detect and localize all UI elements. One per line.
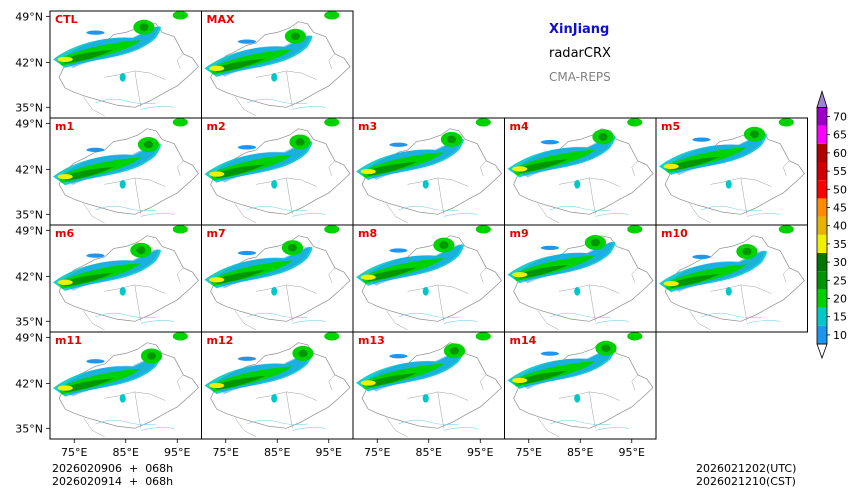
lon-tick-label: 85°E — [416, 446, 442, 459]
lat-tick-label: 42°N — [15, 270, 43, 283]
panel-label: m13 — [358, 334, 385, 347]
colorbar-level-label: 40 — [833, 220, 847, 233]
lon-tick-label: 95°E — [316, 446, 342, 459]
colorbar-level-label: 15 — [833, 311, 847, 324]
lon-tick-label: 75°E — [364, 446, 390, 459]
colorbar-swatch — [817, 253, 827, 272]
panel-label: m1 — [55, 120, 74, 133]
colorbar-level-label: 35 — [833, 238, 847, 251]
variable-label: radarCRX — [549, 46, 611, 61]
valid-cst-line: 2026021210(CST) — [696, 475, 796, 488]
lat-tick-label: 35°N — [15, 101, 43, 114]
map-panel: m10 — [656, 225, 808, 332]
colorbar: 10 15 20 25 30 35 40 45 50 55 60 65 70 — [816, 90, 847, 360]
map-panel: CTL — [50, 11, 202, 118]
colorbar-level-label: 50 — [833, 183, 847, 196]
colorbar-swatch — [817, 307, 827, 326]
colorbar-level-label: 55 — [833, 165, 847, 178]
colorbar-under-arrow — [816, 343, 828, 360]
lon-tick-label: 85°E — [567, 446, 593, 459]
panel-label: MAX — [207, 13, 235, 26]
colorbar-level-label: 20 — [833, 293, 847, 306]
lat-tick-label: 35°N — [15, 422, 43, 435]
init-time-block: 2026020906 + 068h 2026020914 + 068h — [52, 462, 173, 488]
valid-time-block: 2026021202(UTC) 2026021210(CST) — [696, 462, 796, 488]
panel-label: m11 — [55, 334, 82, 347]
panel-label: m14 — [510, 334, 537, 347]
panel-label: CTL — [55, 13, 78, 26]
map-panel: m6 — [50, 225, 202, 332]
lon-tick-label: 75°E — [61, 446, 87, 459]
colorbar-over-arrow — [816, 90, 828, 108]
panel-label: m7 — [207, 227, 226, 240]
colorbar-swatch — [817, 234, 827, 253]
colorbar-level-label: 10 — [833, 329, 847, 342]
lon-tick-label: 95°E — [619, 446, 645, 459]
lon-tick-label: 95°E — [467, 446, 493, 459]
lon-tick-label: 95°E — [164, 446, 190, 459]
panel-label: m8 — [358, 227, 377, 240]
colorbar-level-label: 45 — [833, 202, 847, 215]
colorbar-level-label: 30 — [833, 256, 847, 269]
map-panel: m1 — [50, 118, 202, 225]
colorbar-level-label: 65 — [833, 129, 847, 142]
colorbar-swatch — [817, 289, 827, 308]
panel-label: m9 — [510, 227, 529, 240]
valid-utc-line: 2026021202(UTC) — [696, 462, 797, 475]
colorbar-swatch — [817, 180, 827, 199]
map-panel: m12 — [202, 332, 354, 439]
map-panel: m5 — [656, 118, 808, 225]
map-panel: m13 — [353, 332, 505, 439]
lat-tick-label: 42°N — [15, 377, 43, 390]
colorbar-swatch — [817, 198, 827, 217]
map-panel: MAX — [202, 11, 354, 118]
lat-tick-label: 42°N — [15, 56, 43, 69]
colorbar-swatch — [817, 162, 827, 181]
colorbar-swatch — [817, 216, 827, 235]
panel-label: m3 — [358, 120, 377, 133]
lon-tick-label: 85°E — [264, 446, 290, 459]
map-panel: m9 — [505, 225, 657, 332]
lat-tick-label: 49°N — [15, 10, 43, 23]
lat-tick-label: 35°N — [15, 208, 43, 221]
map-panel: m4 — [505, 118, 657, 225]
panel-label: m12 — [207, 334, 234, 347]
init-cst-line: 2026020914 + 068h — [52, 475, 174, 488]
lon-tick-label: 75°E — [213, 446, 239, 459]
panel-label: m2 — [207, 120, 226, 133]
lat-tick-label: 49°N — [15, 117, 43, 130]
map-panel: m8 — [353, 225, 505, 332]
lat-tick-label: 35°N — [15, 315, 43, 328]
lat-tick-label: 49°N — [15, 224, 43, 237]
panel-label: m6 — [55, 227, 74, 240]
init-utc-line: 2026020906 + 068h — [52, 462, 174, 475]
model-label: CMA-REPS — [549, 70, 611, 84]
colorbar-swatch — [817, 107, 827, 126]
lon-tick-label: 75°E — [516, 446, 542, 459]
map-panel: m2 — [202, 118, 354, 225]
map-panel: m7 — [202, 225, 354, 332]
lon-tick-label: 85°E — [113, 446, 139, 459]
colorbar-swatch — [817, 125, 827, 144]
colorbar-swatch — [817, 271, 827, 290]
colorbar-level-label: 25 — [833, 274, 847, 287]
map-panel: m14 — [505, 332, 657, 439]
colorbar-swatch — [817, 143, 827, 162]
panel-label: m4 — [510, 120, 529, 133]
colorbar-level-label: 60 — [833, 147, 847, 160]
map-panel: m3 — [353, 118, 505, 225]
panel-label: m5 — [661, 120, 680, 133]
region-title: XinJiang — [549, 22, 610, 37]
colorbar-swatch — [817, 325, 827, 344]
colorbar-level-label: 70 — [833, 111, 847, 124]
panel-label: m10 — [661, 227, 688, 240]
lat-tick-label: 49°N — [15, 331, 43, 344]
map-panel: m11 — [50, 332, 202, 439]
lat-tick-label: 42°N — [15, 163, 43, 176]
